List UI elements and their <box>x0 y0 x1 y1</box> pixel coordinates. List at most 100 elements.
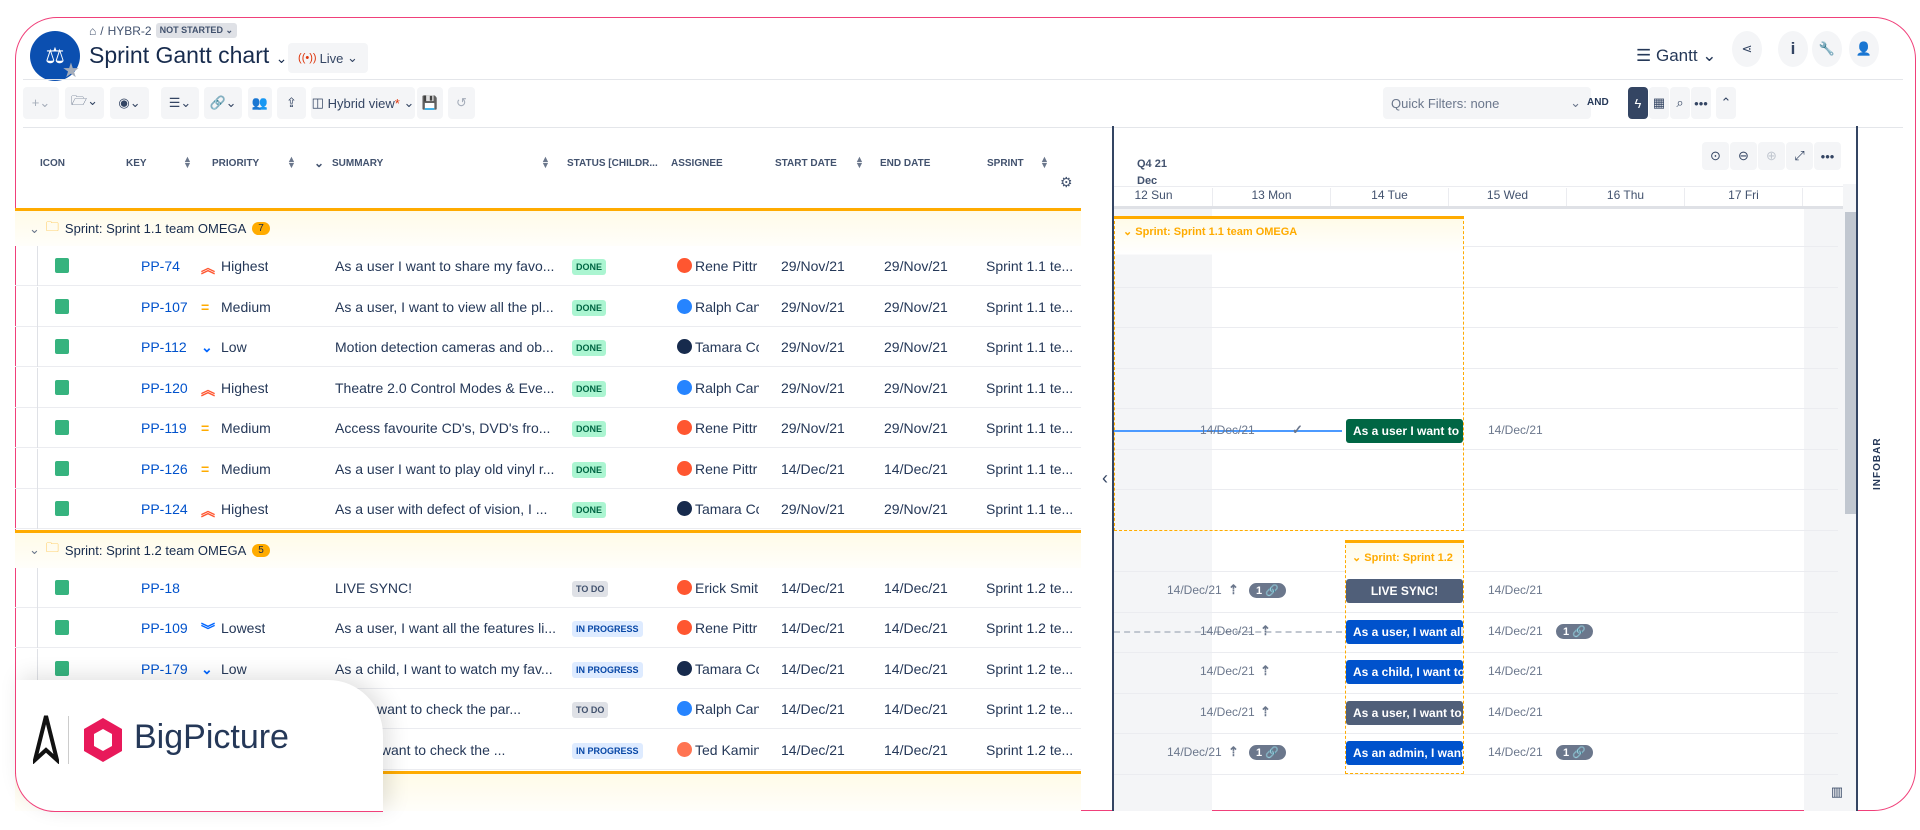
chevron-down-icon[interactable]: ⌄ <box>29 542 40 557</box>
table-row[interactable]: user, I want to check the par... TO DO Ral… <box>15 689 1081 729</box>
link-count-badge[interactable]: 1 🔗 <box>1249 745 1286 760</box>
view-selector[interactable]: ◫ Hybrid view * ⌄ <box>311 87 415 119</box>
column-header[interactable]: ICON <box>40 158 65 169</box>
lightning-icon[interactable]: ϟ <box>1628 87 1648 119</box>
table-row[interactable]: PP-126 = Medium As a user I want to play ol… <box>15 448 1081 489</box>
start-date-cell[interactable]: 14/Dec/21 <box>781 460 845 477</box>
issue-key-link[interactable]: PP-119 <box>141 420 187 436</box>
sprint-cell[interactable]: Sprint 1.1 te... <box>986 298 1074 315</box>
sprint-cell[interactable]: Sprint 1.1 te... <box>986 460 1074 477</box>
column-header[interactable]: START DATE <box>775 158 837 169</box>
export-icon[interactable]: ⇪ <box>277 87 306 119</box>
link-count-badge[interactable]: 1 🔗 <box>1556 623 1593 639</box>
fullscreen-icon[interactable]: ⤢ <box>1786 142 1813 170</box>
end-date-cell[interactable]: 29/Nov/21 <box>884 420 948 436</box>
start-date-cell[interactable]: 14/Dec/21 <box>781 660 845 677</box>
table-row[interactable]: PP-18 LIVE SYNC! TO DO Erick Smit 14/Dec/21 1… <box>15 567 1081 608</box>
gantt-task-bar[interactable]: As a user, I want to <box>1346 700 1463 725</box>
issue-key-link[interactable]: PP-74 <box>141 258 180 274</box>
start-date-cell[interactable]: 29/Nov/21 <box>781 298 845 315</box>
summary-cell[interactable]: Motion detection cameras and ob... <box>335 339 554 355</box>
summary-cell[interactable]: user, I want to check the par... <box>335 701 521 717</box>
expand-all-icon[interactable]: ⌄ <box>314 156 325 170</box>
assignee-cell[interactable]: Rene Pittr <box>695 420 758 436</box>
table-row[interactable]: PP-124 ︽ Highest As a user with defect of v… <box>15 489 1081 529</box>
assignee-cell[interactable]: Erick Smit <box>695 579 758 596</box>
issue-key-link[interactable]: PP-120 <box>141 379 188 396</box>
map-icon[interactable]: ▥ <box>1826 778 1848 806</box>
columns-icon[interactable]: ☰⌄ <box>161 87 199 119</box>
sprint-1-2-label[interactable]: ⌄ Sprint: Sprint 1.2 <box>1352 552 1453 564</box>
assignee-cell[interactable]: Ralph Can <box>695 379 759 396</box>
end-date-cell[interactable]: 14/Dec/21 <box>884 579 948 596</box>
summary-cell[interactable]: As a user I want to share my favo... <box>335 258 555 274</box>
summary-cell[interactable]: As a child, I want to watch my fav... <box>335 660 553 677</box>
share-icon[interactable]: ⋖ <box>1732 31 1762 67</box>
project-status-badge[interactable]: NOT STARTED ⌄ <box>155 23 237 38</box>
add-button[interactable]: +⌄ <box>23 87 59 119</box>
issue-key-link[interactable]: PP-126 <box>141 460 188 477</box>
issue-key-link[interactable]: PP-124 <box>141 501 188 517</box>
end-date-cell[interactable]: 14/Dec/21 <box>884 460 948 477</box>
sprint-cell[interactable]: Sprint 1.2 te... <box>986 579 1074 596</box>
assignee-cell[interactable]: Rene Pittr <box>695 620 758 636</box>
user-icon[interactable]: 👤 <box>1849 31 1879 67</box>
quick-filters-select[interactable]: Quick Filters: none ⌄ <box>1383 87 1591 119</box>
sort-icon[interactable]: ▲ ▼ <box>541 154 550 170</box>
and-toggle[interactable]: AND <box>1587 97 1609 108</box>
more-icon[interactable]: ••• <box>1814 142 1841 170</box>
chevron-down-icon[interactable]: ⌄ <box>29 220 40 236</box>
table-row[interactable]: PP-112 ⌄ Low Motion detection cameras and o… <box>15 327 1081 367</box>
issue-key-link[interactable]: PP-109 <box>141 620 188 636</box>
start-date-cell[interactable]: 14/Dec/21 <box>781 579 845 596</box>
start-date-cell[interactable]: 14/Dec/21 <box>781 620 845 636</box>
summary-cell[interactable]: As a user I want to play old vinyl r... <box>335 460 555 477</box>
sort-icon[interactable]: ▲ ▼ <box>183 154 192 170</box>
save-icon[interactable]: 💾 <box>417 87 443 119</box>
end-date-cell[interactable]: 14/Dec/21 <box>884 620 948 636</box>
column-header[interactable]: SPRINT <box>987 158 1024 169</box>
gantt-task-bar[interactable]: As a child, I want to <box>1346 660 1463 684</box>
column-header[interactable]: PRIORITY <box>212 158 260 169</box>
issue-key-link[interactable]: PP-107 <box>141 298 188 315</box>
assignee-cell[interactable]: Tamara Cc <box>695 501 759 517</box>
table-row[interactable]: PP-74 ︽ Highest As a user I want to share m… <box>15 246 1081 286</box>
end-date-cell[interactable]: 14/Dec/21 <box>884 660 948 677</box>
search-icon[interactable]: ⌕ <box>1670 87 1690 119</box>
more-icon[interactable]: ••• <box>1691 87 1711 119</box>
start-date-cell[interactable]: 29/Nov/21 <box>781 258 845 274</box>
end-date-cell[interactable]: 29/Nov/21 <box>884 501 948 517</box>
end-date-cell[interactable]: 29/Nov/21 <box>884 339 948 355</box>
gantt-task-bar[interactable]: LIVE SYNC! <box>1346 579 1463 603</box>
sprint-cell[interactable]: Sprint 1.2 te... <box>986 701 1074 717</box>
group-row[interactable]: ⌄ 🗀 Sprint: Sprint 1.2 team OMEGA 5 <box>15 529 1081 568</box>
sort-icon[interactable]: ▲ ▼ <box>1040 154 1049 170</box>
home-icon[interactable]: ⌂ <box>89 23 97 38</box>
info-icon[interactable]: i <box>1778 31 1808 67</box>
link-count-badge[interactable]: 1 🔗 <box>1556 745 1593 760</box>
gear-icon[interactable]: ⚙ <box>1060 174 1073 190</box>
favorite-star-icon[interactable]: ★ <box>62 60 80 82</box>
sprint-cell[interactable]: Sprint 1.2 te... <box>986 660 1074 677</box>
start-date-cell[interactable]: 29/Nov/21 <box>781 420 845 436</box>
start-date-cell[interactable]: 29/Nov/21 <box>781 339 845 355</box>
assignee-cell[interactable]: Tamara Cc <box>695 339 759 355</box>
assignee-cell[interactable]: Rene Pittr <box>695 460 758 477</box>
table-row[interactable]: PP-107 = Medium As a user, I want to view a… <box>15 286 1081 327</box>
column-header[interactable]: STATUS [CHILDR... <box>567 158 658 169</box>
gantt-task-bar[interactable]: As an admin, I want <box>1346 741 1463 765</box>
infobar-tab[interactable]: INFOBAR <box>1872 437 1883 490</box>
sprint-cell[interactable]: Sprint 1.2 te... <box>986 620 1074 636</box>
start-date-cell[interactable]: 29/Nov/21 <box>781 501 845 517</box>
breadcrumb-project-key[interactable]: HYBR-2 <box>107 23 152 38</box>
sprint-cell[interactable]: Sprint 1.2 te... <box>986 741 1074 758</box>
sprint-cell[interactable]: Sprint 1.1 te... <box>986 339 1074 355</box>
collapse-toolbar-icon[interactable]: ⌃ <box>1716 87 1736 119</box>
assignee-cell[interactable]: Ralph Can <box>695 298 759 315</box>
assignee-cell[interactable]: Ted Kamin <box>695 741 759 758</box>
start-date-cell[interactable]: 29/Nov/21 <box>781 379 845 396</box>
collapse-panel-icon[interactable]: ‹ <box>1102 468 1108 488</box>
end-date-cell[interactable]: 29/Nov/21 <box>884 258 948 274</box>
column-header[interactable]: KEY <box>126 158 147 169</box>
summary-cell[interactable]: Theatre 2.0 Control Modes & Eve... <box>335 379 555 396</box>
